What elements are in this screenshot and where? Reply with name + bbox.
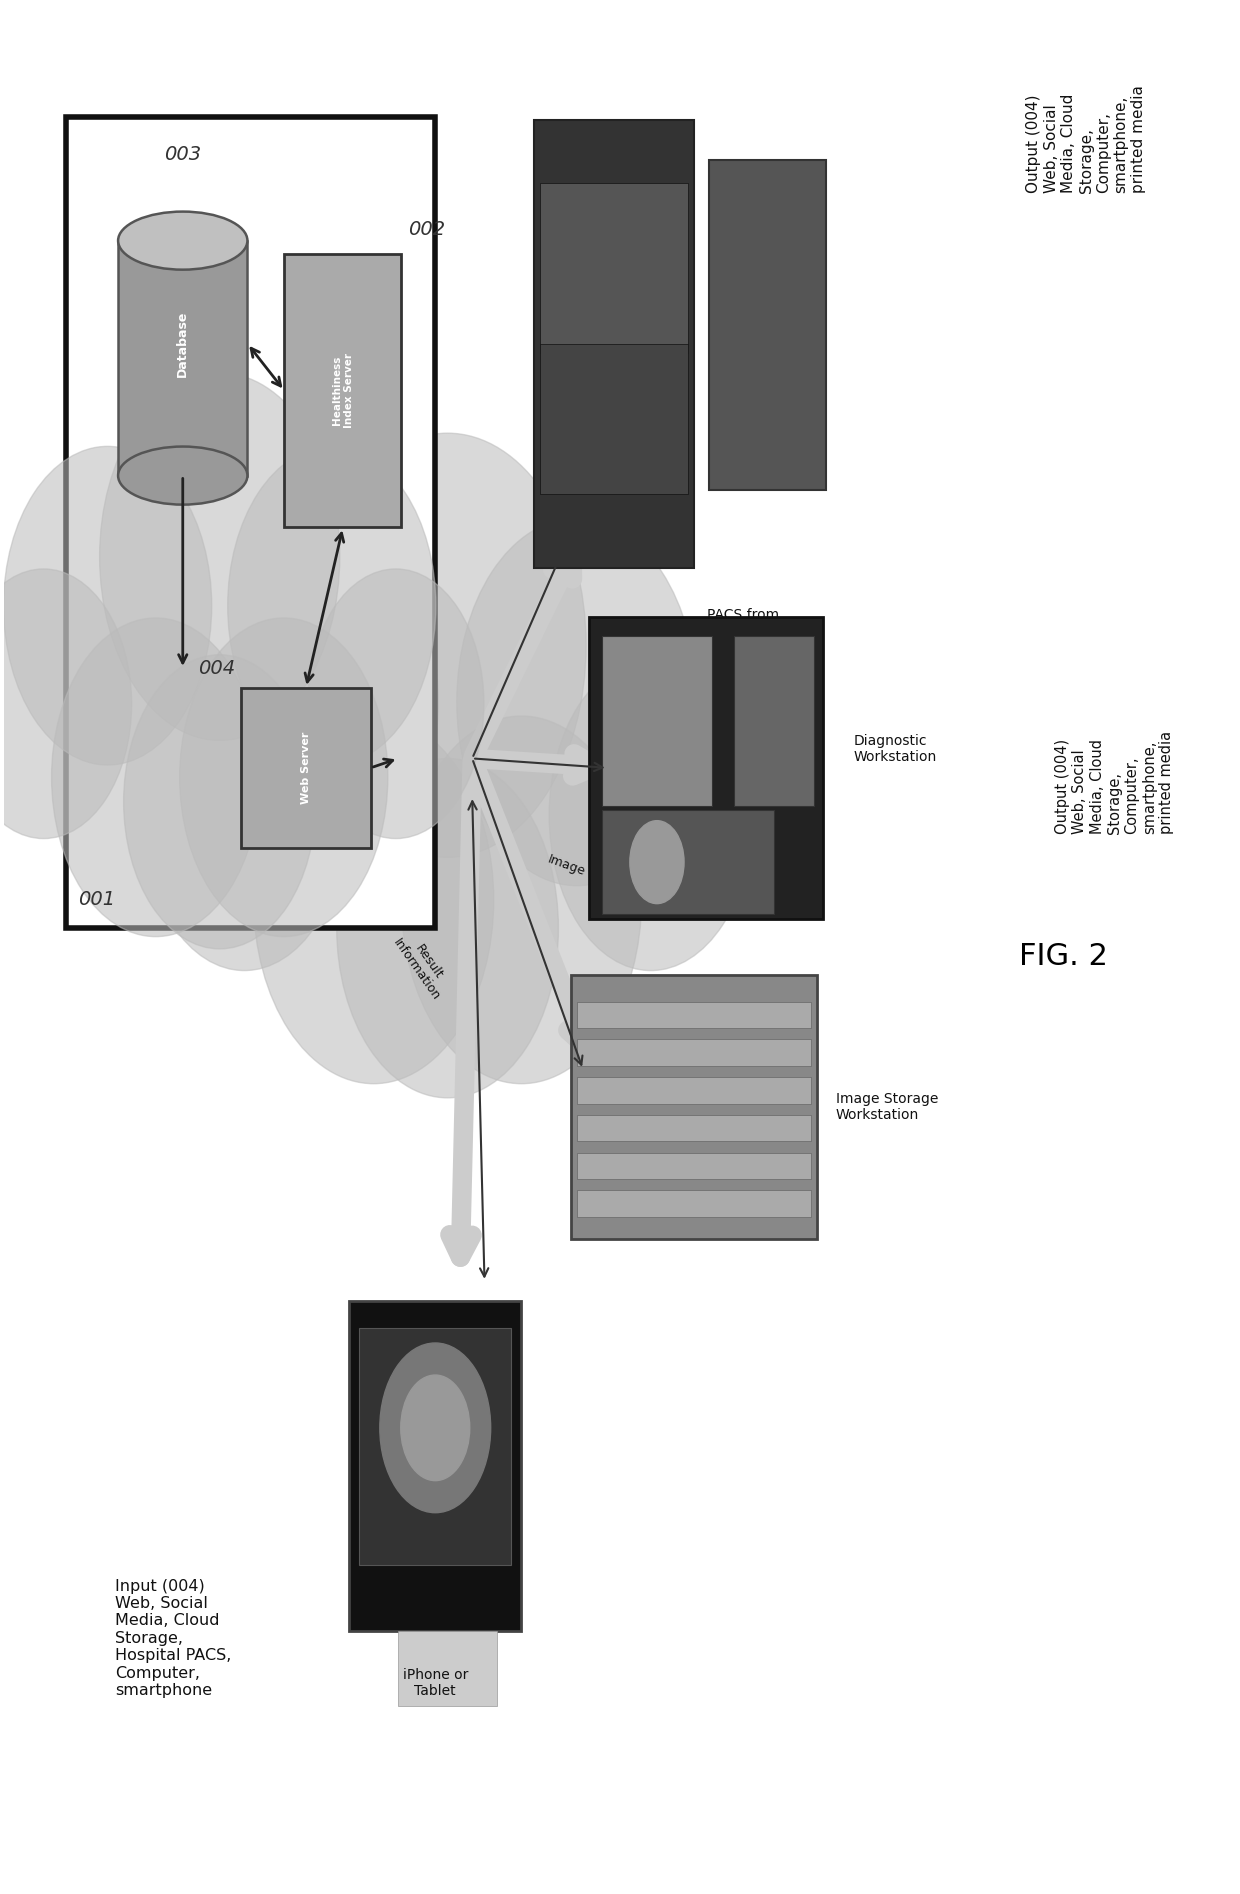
FancyBboxPatch shape <box>533 119 694 568</box>
Text: 001: 001 <box>78 890 115 909</box>
Circle shape <box>308 568 484 839</box>
Text: Healthiness
Index Server: Healthiness Index Server <box>332 352 353 428</box>
Circle shape <box>180 617 388 938</box>
Text: 004: 004 <box>198 659 236 678</box>
Circle shape <box>401 1375 470 1481</box>
Circle shape <box>549 659 753 970</box>
FancyBboxPatch shape <box>284 254 402 527</box>
Circle shape <box>309 434 587 858</box>
Text: Image: Image <box>546 852 588 879</box>
Text: Output (004)
Web, Social
Media, Cloud
Storage,
Computer,
smartphone,
printed med: Output (004) Web, Social Media, Cloud St… <box>1027 85 1146 193</box>
Text: iPhone or
Tablet: iPhone or Tablet <box>403 1669 467 1699</box>
Circle shape <box>124 655 316 949</box>
FancyBboxPatch shape <box>577 1002 811 1028</box>
Text: Web Server: Web Server <box>301 731 311 805</box>
Text: Input (004)
Web, Social
Media, Cloud
Storage,
Hospital PACS,
Computer,
smartphon: Input (004) Web, Social Media, Cloud Sto… <box>115 1580 232 1699</box>
Ellipse shape <box>118 447 248 504</box>
Text: PACS from
Hospital: PACS from Hospital <box>707 608 779 638</box>
FancyBboxPatch shape <box>577 1116 811 1142</box>
FancyBboxPatch shape <box>577 1078 811 1104</box>
FancyBboxPatch shape <box>348 1301 522 1631</box>
FancyBboxPatch shape <box>242 688 371 849</box>
Circle shape <box>456 519 697 886</box>
Text: 003: 003 <box>164 146 201 165</box>
FancyBboxPatch shape <box>570 975 817 1239</box>
Circle shape <box>52 617 259 938</box>
Circle shape <box>198 519 438 886</box>
FancyBboxPatch shape <box>577 1040 811 1066</box>
Circle shape <box>99 373 340 741</box>
FancyBboxPatch shape <box>577 1153 811 1178</box>
Circle shape <box>0 568 131 839</box>
FancyBboxPatch shape <box>539 184 688 352</box>
Text: Output (004)
Web, Social
Media, Cloud
Storage,
Computer,
smartphone,
printed med: Output (004) Web, Social Media, Cloud St… <box>1055 731 1174 833</box>
Circle shape <box>402 716 641 1083</box>
Ellipse shape <box>118 212 248 269</box>
Circle shape <box>337 758 558 1099</box>
FancyBboxPatch shape <box>577 1189 811 1216</box>
Text: 002: 002 <box>408 220 445 239</box>
Text: Image Storage
Workstation: Image Storage Workstation <box>836 1093 937 1123</box>
Circle shape <box>253 716 494 1083</box>
Text: Diagnostic
Workstation: Diagnostic Workstation <box>854 733 937 763</box>
Text: Database: Database <box>176 311 190 377</box>
FancyBboxPatch shape <box>118 241 248 475</box>
Text: Result
Information: Result Information <box>391 928 455 1004</box>
Circle shape <box>379 1343 491 1513</box>
FancyBboxPatch shape <box>66 117 435 928</box>
FancyBboxPatch shape <box>539 343 688 494</box>
Circle shape <box>630 820 684 903</box>
FancyBboxPatch shape <box>709 159 826 491</box>
FancyBboxPatch shape <box>734 636 813 805</box>
FancyBboxPatch shape <box>601 811 774 915</box>
FancyBboxPatch shape <box>360 1328 511 1566</box>
FancyBboxPatch shape <box>601 636 712 805</box>
Text: FIG. 2: FIG. 2 <box>1019 941 1107 972</box>
FancyBboxPatch shape <box>589 617 823 919</box>
Circle shape <box>228 447 436 765</box>
FancyBboxPatch shape <box>398 1631 497 1706</box>
Circle shape <box>143 659 346 970</box>
Circle shape <box>4 447 212 765</box>
